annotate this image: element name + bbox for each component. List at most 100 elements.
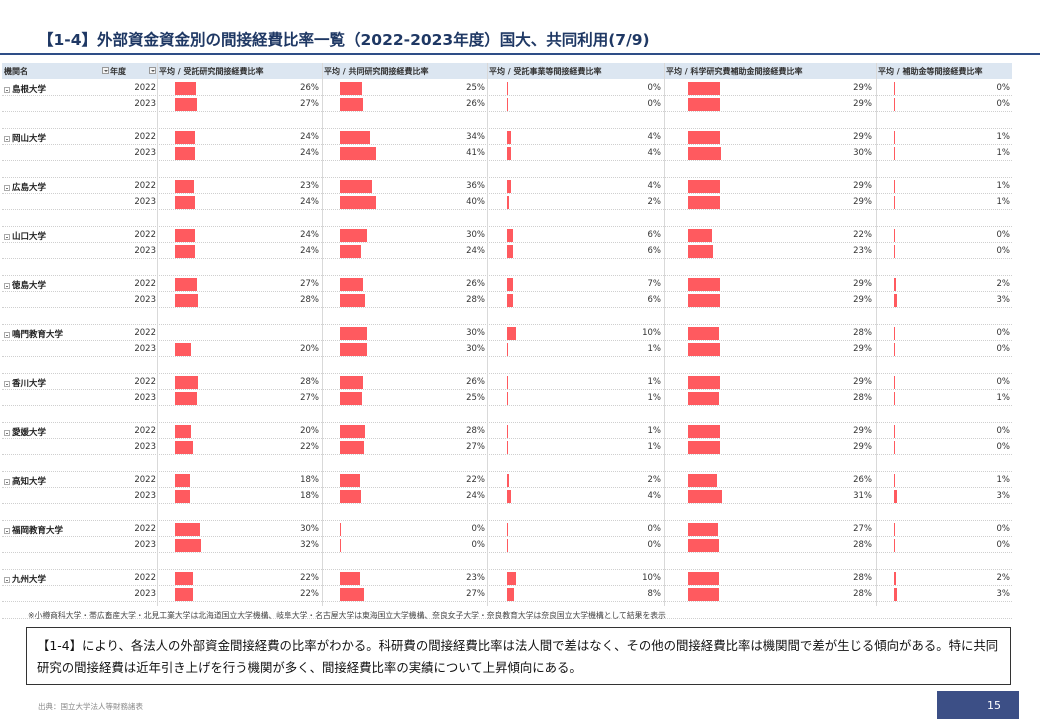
ratio-bar	[340, 490, 362, 503]
ratio-value: 0%	[996, 540, 1011, 550]
ratio-value: 0%	[996, 99, 1011, 109]
ratio-value: 3%	[996, 295, 1011, 305]
fiscal-year: 2022	[134, 328, 156, 338]
year-filter-icon[interactable]	[149, 67, 156, 74]
group-spacer	[2, 406, 1012, 423]
table-row: 2023 28% 28% 6% 29% 3%	[2, 292, 1012, 308]
column-separator	[322, 63, 323, 606]
ratio-bar	[688, 343, 720, 356]
ratio-value: 30%	[466, 344, 485, 354]
collapse-icon[interactable]	[4, 135, 10, 142]
ratio-value: 1%	[647, 344, 662, 354]
ratio-bar	[894, 539, 895, 552]
ratio-bar	[175, 294, 198, 307]
ratio-bar	[894, 441, 895, 454]
ratio-bar	[175, 131, 195, 144]
ratio-bar	[688, 229, 713, 242]
institution-name[interactable]: 高知大学	[4, 475, 46, 487]
ratio-value: 32%	[300, 540, 319, 550]
collapse-icon[interactable]	[4, 380, 10, 387]
collapse-icon[interactable]	[4, 429, 10, 436]
header-col1: 平均 / 受託研究間接経費比率	[159, 67, 264, 76]
ratio-value: 0%	[996, 230, 1011, 240]
fiscal-year: 2023	[134, 442, 156, 452]
ratio-bar	[894, 245, 895, 258]
ratio-bar	[175, 539, 202, 552]
collapse-icon[interactable]	[4, 478, 10, 485]
ratio-value: 10%	[642, 328, 661, 338]
ratio-value: 22%	[300, 573, 319, 583]
ratio-value: 26%	[300, 83, 319, 93]
collapse-icon[interactable]	[4, 527, 10, 534]
ratio-value: 29%	[853, 181, 872, 191]
ratio-bar	[507, 588, 515, 601]
institution-name[interactable]: 徳島大学	[4, 279, 46, 291]
ratio-value: 26%	[466, 99, 485, 109]
ratio-value: 0%	[996, 328, 1011, 338]
name-filter-icon[interactable]	[102, 67, 109, 74]
collapse-icon[interactable]	[4, 86, 10, 93]
ratio-value: 1%	[996, 132, 1011, 142]
ratio-value: 0%	[996, 524, 1011, 534]
ratio-bar	[507, 490, 511, 503]
ratio-bar	[340, 523, 341, 536]
ratio-bar	[340, 474, 360, 487]
ratio-bar	[688, 180, 720, 193]
table-row: 愛媛大学 2022 20% 28% 1% 29% 0%	[2, 423, 1012, 439]
institution-name[interactable]: 広島大学	[4, 181, 46, 193]
page-title: 【1-4】外部資金資金別の間接経費比率一覧（2022-2023年度）国大、共同利…	[38, 31, 650, 49]
ratio-bar	[688, 196, 720, 209]
institution-name-text: 岡山大学	[12, 134, 47, 144]
ratio-value: 23%	[300, 181, 319, 191]
collapse-icon[interactable]	[4, 184, 10, 191]
ratio-value: 23%	[853, 246, 872, 256]
ratio-value: 18%	[300, 491, 319, 501]
ratio-value: 0%	[471, 524, 486, 534]
ratio-value: 3%	[996, 589, 1011, 599]
ratio-bar	[688, 474, 717, 487]
ratio-value: 24%	[300, 230, 319, 240]
collapse-icon[interactable]	[4, 576, 10, 583]
collapse-icon[interactable]	[4, 331, 10, 338]
institution-name[interactable]: 山口大学	[4, 230, 46, 242]
ratio-bar	[894, 229, 895, 242]
ratio-bar	[507, 441, 508, 454]
institution-name[interactable]: 九州大学	[4, 573, 46, 585]
ratio-bar	[340, 425, 365, 438]
ratio-value: 29%	[853, 295, 872, 305]
header-col5: 平均 / 補助金等間接経費比率	[878, 67, 983, 76]
header-year[interactable]: 年度	[110, 67, 126, 76]
ratio-value: 29%	[853, 442, 872, 452]
ratio-value: 2%	[647, 475, 662, 485]
ratio-value: 27%	[300, 393, 319, 403]
institution-name[interactable]: 香川大学	[4, 377, 46, 389]
ratio-value: 22%	[466, 475, 485, 485]
ratio-value: 2%	[996, 279, 1011, 289]
ratio-bar	[175, 588, 194, 601]
header-name[interactable]: 機関名	[4, 67, 28, 76]
ratio-value: 0%	[647, 83, 662, 93]
ratio-value: 7%	[647, 279, 662, 289]
ratio-bar	[688, 376, 720, 389]
fiscal-year: 2023	[134, 246, 156, 256]
collapse-icon[interactable]	[4, 282, 10, 289]
ratio-value: 6%	[647, 230, 662, 240]
institution-name[interactable]: 愛媛大学	[4, 426, 46, 438]
fiscal-year: 2022	[134, 230, 156, 240]
institution-name-text: 愛媛大学	[12, 428, 47, 438]
collapse-icon[interactable]	[4, 233, 10, 240]
ratio-value: 6%	[647, 246, 662, 256]
institution-name[interactable]: 島根大学	[4, 83, 46, 95]
institution-name-text: 九州大学	[12, 575, 47, 585]
institution-name[interactable]: 鳴門教育大学	[4, 328, 63, 340]
ratio-bar	[894, 343, 895, 356]
ratio-bar	[340, 245, 362, 258]
source-note: 出典：国立大学法人等財務諸表	[38, 702, 143, 711]
ratio-bar	[175, 82, 197, 95]
institution-name[interactable]: 岡山大学	[4, 132, 46, 144]
institution-name[interactable]: 福岡教育大学	[4, 524, 63, 536]
ratio-bar	[175, 147, 195, 160]
ratio-bar	[507, 392, 508, 405]
ratio-value: 30%	[853, 148, 872, 158]
table-row: 2023 22% 27% 1% 29% 0%	[2, 439, 1012, 455]
